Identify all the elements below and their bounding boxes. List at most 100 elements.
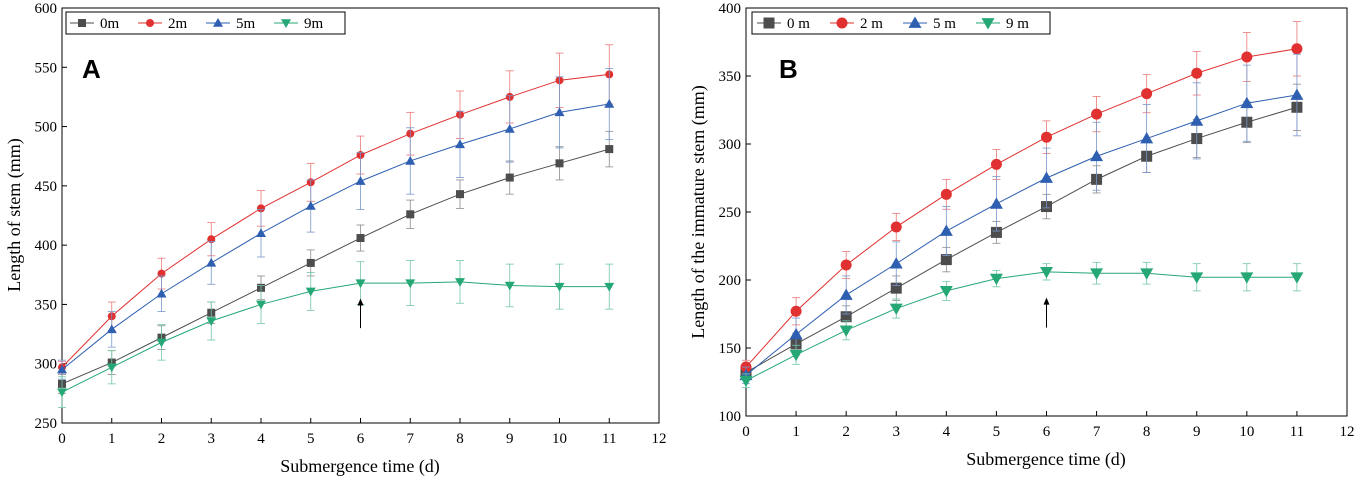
x-tick-label: 9 bbox=[1193, 424, 1201, 440]
data-point bbox=[305, 201, 316, 210]
data-point bbox=[789, 327, 803, 340]
y-tick-label: 550 bbox=[35, 60, 58, 76]
data-point bbox=[840, 259, 852, 271]
x-tick-label: 0 bbox=[58, 431, 66, 447]
data-point bbox=[989, 197, 1003, 209]
x-tick-label: 2 bbox=[158, 431, 166, 447]
data-point bbox=[1291, 43, 1303, 55]
x-tick-label: 3 bbox=[208, 431, 216, 447]
x-tick-label: 4 bbox=[257, 431, 265, 447]
legend-marker bbox=[78, 19, 86, 27]
y-tick-label: 300 bbox=[35, 357, 58, 373]
data-point bbox=[355, 279, 366, 289]
data-point bbox=[604, 99, 615, 108]
data-point bbox=[405, 155, 416, 165]
x-tick-label: 6 bbox=[357, 431, 365, 447]
data-point bbox=[840, 311, 852, 323]
data-point bbox=[1091, 108, 1103, 120]
data-point bbox=[356, 234, 365, 243]
arrow-head bbox=[357, 298, 364, 306]
legend-label: 0 m bbox=[787, 16, 810, 32]
series-9m bbox=[57, 260, 615, 408]
series-line bbox=[745, 106, 1298, 373]
data-point bbox=[789, 349, 803, 362]
legend-label: 9 m bbox=[1006, 16, 1029, 32]
data-point bbox=[1041, 131, 1052, 143]
data-point bbox=[1190, 114, 1204, 126]
data-point bbox=[939, 224, 953, 236]
y-tick-label: 400 bbox=[35, 238, 58, 254]
y-tick-label: 250 bbox=[719, 205, 742, 221]
data-point bbox=[940, 188, 952, 200]
x-tick-label: 2 bbox=[842, 424, 850, 440]
x-tick-label: 12 bbox=[652, 431, 667, 447]
x-tick-label: 12 bbox=[1340, 424, 1355, 440]
data-point bbox=[57, 388, 67, 398]
series-b bbox=[739, 21, 1304, 388]
series-line bbox=[745, 271, 1297, 382]
data-point bbox=[839, 288, 853, 300]
x-tick-label: 11 bbox=[1290, 424, 1304, 440]
legend-marker bbox=[281, 19, 291, 28]
data-point bbox=[1090, 149, 1104, 162]
x-tick-label: 4 bbox=[943, 424, 951, 440]
y-tick-label: 450 bbox=[35, 179, 58, 195]
series-line bbox=[61, 148, 610, 385]
data-point bbox=[106, 363, 117, 373]
data-point bbox=[156, 288, 167, 298]
x-tick-label: 11 bbox=[602, 431, 616, 447]
data-point bbox=[989, 273, 1003, 286]
data-point bbox=[455, 139, 465, 149]
y-axis-label-a: Length of stem (mm) bbox=[4, 138, 25, 291]
panel-label-a: A bbox=[82, 54, 101, 84]
y-tick-label: 500 bbox=[35, 120, 58, 136]
data-point bbox=[604, 282, 615, 292]
x-tick-label: 1 bbox=[108, 431, 116, 447]
x-tick-label: 5 bbox=[307, 431, 315, 447]
series-9m bbox=[739, 261, 1304, 388]
data-point bbox=[1140, 132, 1154, 144]
series-line bbox=[61, 73, 610, 368]
legend-label: 2m bbox=[168, 16, 188, 32]
data-point bbox=[406, 210, 415, 219]
series-a bbox=[57, 44, 615, 408]
series-0m bbox=[740, 83, 1303, 380]
data-point bbox=[1190, 272, 1204, 284]
series-0m bbox=[58, 130, 614, 394]
data-point bbox=[839, 325, 853, 337]
series-line bbox=[745, 48, 1297, 368]
data-point bbox=[504, 281, 515, 291]
data-point bbox=[257, 204, 265, 213]
data-point bbox=[1241, 51, 1253, 63]
data-point bbox=[939, 286, 953, 298]
data-point bbox=[1090, 268, 1104, 280]
x-tick-label: 9 bbox=[506, 431, 514, 447]
series-line bbox=[745, 94, 1297, 376]
legend-marker bbox=[981, 18, 995, 30]
data-point bbox=[1040, 266, 1053, 279]
series-2m bbox=[740, 21, 1303, 375]
data-point bbox=[889, 257, 903, 269]
data-point bbox=[256, 300, 266, 310]
data-point bbox=[256, 228, 266, 238]
data-point bbox=[889, 303, 903, 316]
arrow-head bbox=[1043, 297, 1050, 305]
data-point bbox=[156, 338, 167, 348]
x-tick-label: 8 bbox=[1143, 424, 1151, 440]
data-point bbox=[1290, 88, 1304, 100]
x-axis-label-b: Submergence time (d) bbox=[966, 449, 1126, 470]
data-point bbox=[940, 254, 952, 266]
data-point bbox=[106, 324, 117, 334]
data-point bbox=[306, 258, 315, 267]
y-tick-label: 300 bbox=[719, 137, 742, 153]
data-point bbox=[1191, 67, 1203, 79]
legend-marker bbox=[908, 16, 922, 28]
data-point bbox=[605, 145, 614, 154]
x-tick-label: 10 bbox=[1239, 424, 1254, 440]
data-point bbox=[504, 123, 515, 133]
data-point bbox=[890, 282, 902, 294]
data-point bbox=[1140, 268, 1154, 280]
panel-a: 0 1 2 3 4 5 6 7 8 9 10 11 12250300350400450500550600… bbox=[4, 1, 667, 477]
